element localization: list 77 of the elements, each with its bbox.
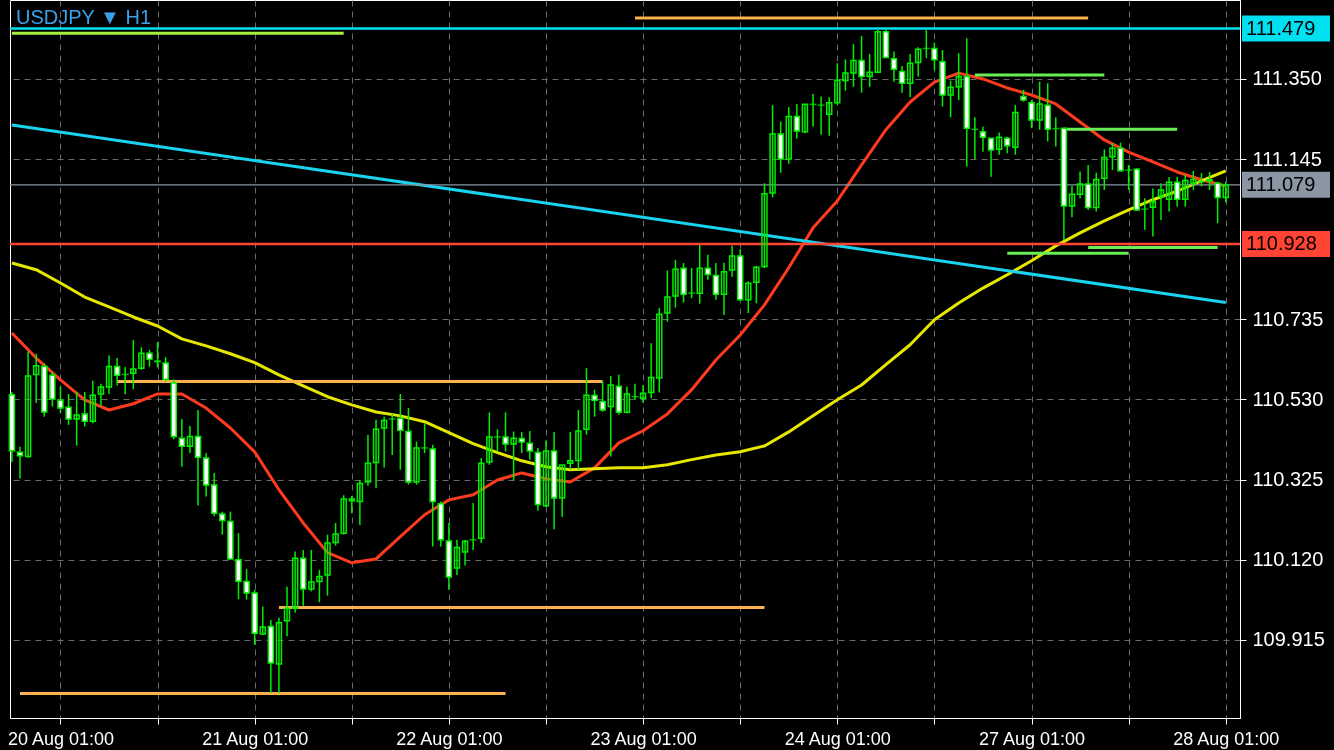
candlestick [461, 539, 469, 567]
candlestick [647, 342, 655, 400]
candlestick [1076, 170, 1084, 199]
candlestick [24, 350, 32, 459]
y-tick-label: 109.915 [1252, 628, 1325, 651]
candlestick [542, 439, 550, 508]
y-tick-label: 110.735 [1252, 307, 1324, 330]
candlestick [105, 354, 113, 395]
x-tick-label: 23 Aug 01:00 [590, 728, 697, 749]
x-tick-label: 20 Aug 01:00 [7, 728, 115, 749]
candlestick [113, 357, 121, 387]
y-tick-label: 110.530 [1252, 387, 1324, 410]
candlestick [979, 125, 987, 153]
candlestick [283, 585, 291, 638]
candlestick [1149, 187, 1157, 238]
candlestick [356, 479, 364, 526]
candlestick [89, 379, 97, 425]
candlestick [558, 464, 566, 518]
ref-line-label: 111.479 [1246, 16, 1316, 39]
candlestick [623, 385, 631, 414]
ref-line-label: 110.928 [1246, 231, 1317, 254]
candlestick [364, 433, 372, 487]
ref-line-label: 111.079 [1246, 172, 1316, 195]
candlestick [874, 29, 882, 74]
chart-title: USDJPY ▼ H1 [16, 6, 152, 28]
candlestick [16, 446, 24, 480]
x-tick-label: 22 Aug 01:00 [396, 728, 503, 749]
candlestick [995, 131, 1003, 156]
candlestick [753, 265, 760, 305]
y-tick-label: 111.350 [1252, 67, 1322, 90]
candlestick [186, 425, 194, 454]
candlestick [914, 46, 922, 78]
candlestick [1157, 182, 1165, 221]
y-tick-label: 111.145 [1252, 147, 1322, 170]
candlestick [219, 510, 226, 536]
candlestick [785, 106, 792, 165]
candlestick [906, 53, 914, 99]
line-series [10, 169, 1228, 472]
candlestick [453, 539, 461, 576]
candlestick [801, 103, 809, 135]
y-tick-label: 110.120 [1252, 548, 1324, 571]
candlestick [890, 50, 898, 83]
x-tick-label: 28 Aug 01:00 [1173, 728, 1280, 749]
candlestick [1084, 164, 1092, 211]
candlestick [987, 137, 995, 178]
candlestick [1068, 185, 1076, 219]
candlestick [178, 418, 186, 468]
candlestick [1165, 176, 1173, 213]
x-tick-label: 27 Aug 01:00 [978, 728, 1086, 749]
candlestick [1173, 175, 1181, 208]
candlestick [259, 605, 267, 636]
candlestick [380, 415, 388, 469]
x-tick-label: 21 Aug 01:00 [202, 728, 309, 749]
candlestick [712, 262, 720, 301]
candlestick [32, 352, 40, 404]
candlestick [372, 419, 380, 489]
candlestick [348, 495, 356, 514]
line-series [10, 71, 1228, 565]
candlestick [720, 261, 728, 316]
x-tick-label: 24 Aug 01:00 [784, 728, 891, 749]
candlestick [898, 65, 906, 94]
candlestick [526, 430, 534, 461]
candlestick [728, 245, 736, 278]
candlestick [1093, 172, 1100, 213]
candlestick [745, 280, 752, 314]
candlestick [97, 383, 105, 407]
candlestick [469, 502, 477, 551]
candlestick [291, 550, 299, 614]
candlestick [194, 409, 202, 507]
y-tick-label: 110.325 [1252, 468, 1324, 491]
candlestick [275, 616, 283, 694]
candlestick [1012, 104, 1019, 156]
candlestick [154, 341, 161, 369]
candlestick [793, 103, 801, 140]
candlestick [162, 356, 169, 383]
candlestick [704, 254, 712, 281]
candlestick [1101, 148, 1108, 191]
